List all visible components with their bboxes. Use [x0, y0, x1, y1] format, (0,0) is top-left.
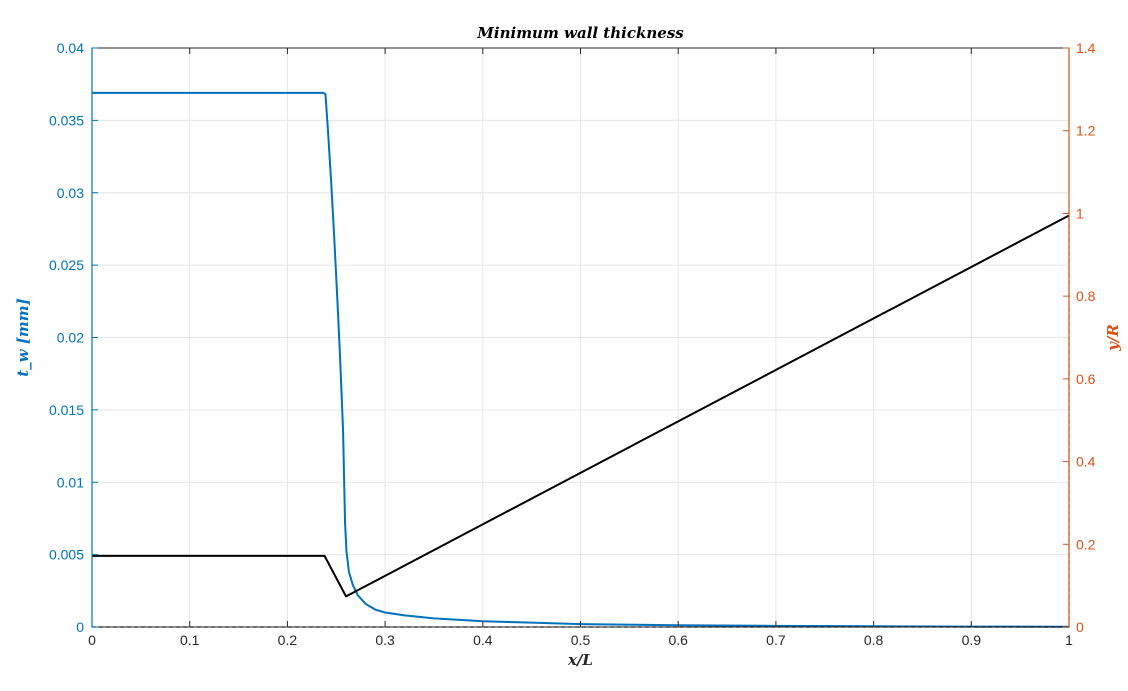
chart-title: Minimum wall thickness [476, 24, 684, 42]
ticks-layer: 0 0.1 0.2 0.3 0.4 0.5 0.6 0.7 0.8 0.9 100.0050.010… [49, 40, 1096, 648]
y-right-tick-label: 1.2 [1076, 123, 1096, 139]
x-tick-label: 0.4 [473, 632, 493, 648]
y-right-tick-label: 1.4 [1076, 40, 1096, 56]
grid-layer [91, 47, 1070, 628]
x-tick-label: 0.3 [375, 632, 395, 648]
y-left-tick-label: 0.03 [57, 185, 84, 201]
series-line-1 [92, 214, 1070, 598]
x-tick-label: 0.9 [962, 632, 982, 648]
x-tick-label: 0.7 [766, 632, 786, 648]
x-tick-label: 0.2 [278, 632, 298, 648]
y-left-tick-label: 0.035 [49, 112, 84, 128]
x-tick-label: 0 [88, 632, 96, 648]
y-left-tick-label: 0 [76, 619, 84, 635]
y-right-tick-label: 0.4 [1076, 454, 1096, 470]
y-left-tick-label: 0.015 [49, 402, 84, 418]
y-right-tick-label: 0.8 [1076, 288, 1096, 304]
y-right-tick-label: 0 [1076, 619, 1084, 635]
y-axis-left-label: t_w [mm] [14, 298, 32, 377]
x-tick-label: 0.8 [864, 632, 884, 648]
series-line-0 [92, 91, 1070, 628]
y-left-tick-label: 0.01 [57, 474, 84, 490]
y-left-tick-label: 0.025 [49, 257, 84, 273]
y-left-tick-label: 0.005 [49, 547, 84, 563]
x-tick-label: 0.1 [180, 632, 200, 648]
y-right-tick-label: 0.2 [1076, 536, 1096, 552]
x-tick-label: 1 [1065, 632, 1073, 648]
y-left-tick-label: 0.04 [57, 40, 84, 56]
y-axis-right-label: y/R [1104, 324, 1122, 352]
x-tick-label: 0.5 [571, 632, 591, 648]
y-right-tick-label: 0.6 [1076, 371, 1096, 387]
y-right-tick-label: 1 [1076, 205, 1084, 221]
x-tick-label: 0.6 [668, 632, 688, 648]
x-axis-label: x/L [567, 651, 593, 669]
y-left-tick-label: 0.02 [57, 330, 84, 346]
